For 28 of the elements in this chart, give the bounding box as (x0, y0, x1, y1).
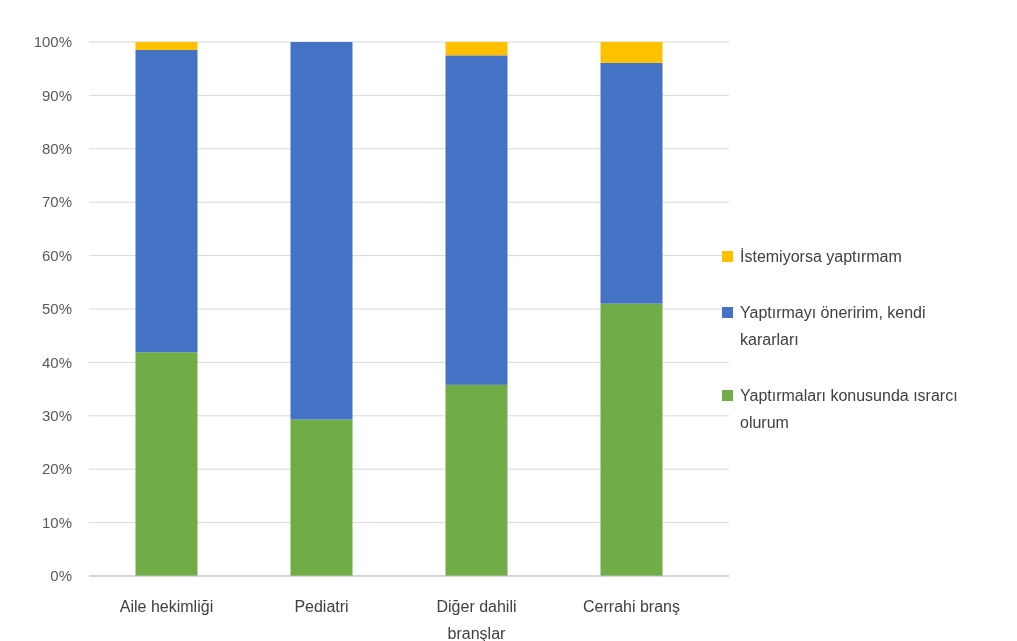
y-tick-label: 70% (41, 193, 72, 211)
y-tick-label: 80% (41, 140, 72, 158)
y-tick-label: 20% (41, 460, 72, 478)
bar (445, 42, 508, 56)
y-tick-label: 40% (41, 353, 72, 371)
y-tick-label: 100% (33, 33, 72, 51)
y-tick-label: 50% (41, 300, 72, 318)
x-tick-label: Cerrahi branş (583, 598, 680, 615)
bar (290, 42, 353, 420)
bar (290, 419, 353, 576)
bar (135, 50, 198, 353)
y-tick-label: 90% (41, 86, 72, 104)
legend-label: İstemiyorsa yaptırmam (740, 247, 902, 265)
bar (135, 42, 198, 51)
legend-label: Yaptırmaları konusunda ısrarcı olurum (740, 387, 958, 431)
legend-label: Yaptırmayı öneririm, kendi kararları (740, 304, 926, 348)
y-tick-label: 0% (50, 567, 72, 585)
x-tick-label: Aile hekimliği (119, 598, 214, 615)
x-tick-label: Pediatri (294, 598, 349, 615)
y-tick-label: 60% (41, 246, 72, 264)
y-tick-label: 30% (41, 407, 72, 425)
bar (600, 62, 663, 304)
bar (445, 55, 508, 385)
bar (600, 42, 663, 63)
y-tick-label: 10% (41, 513, 72, 531)
bar (445, 384, 508, 576)
bar (135, 352, 198, 576)
bar (600, 303, 663, 576)
